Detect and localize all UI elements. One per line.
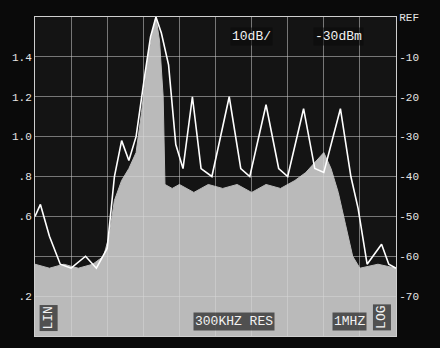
svg-text:300KHZ RES: 300KHZ RES xyxy=(195,314,273,329)
svg-text:.6: .6 xyxy=(19,211,32,223)
svg-text:-60: -60 xyxy=(399,251,419,263)
svg-text:-10: -10 xyxy=(399,52,419,64)
svg-text:-20: -20 xyxy=(399,92,419,104)
svg-text:10dB/: 10dB/ xyxy=(232,29,271,44)
svg-text:-40: -40 xyxy=(399,171,419,183)
svg-text:-70: -70 xyxy=(399,291,419,303)
svg-text:1.0: 1.0 xyxy=(12,131,32,143)
svg-text:LOG: LOG xyxy=(374,305,389,328)
svg-text:REF: REF xyxy=(399,12,419,24)
svg-text:1MHZ: 1MHZ xyxy=(334,314,365,329)
svg-text:1.2: 1.2 xyxy=(12,92,32,104)
svg-text:-50: -50 xyxy=(399,211,419,223)
svg-text:.8: .8 xyxy=(19,171,32,183)
svg-text:LIN: LIN xyxy=(41,306,56,329)
svg-text:.2: .2 xyxy=(19,291,32,303)
svg-text:-30: -30 xyxy=(399,131,419,143)
svg-text:1.4: 1.4 xyxy=(12,52,32,64)
svg-text:-30dBm: -30dBm xyxy=(315,29,362,44)
